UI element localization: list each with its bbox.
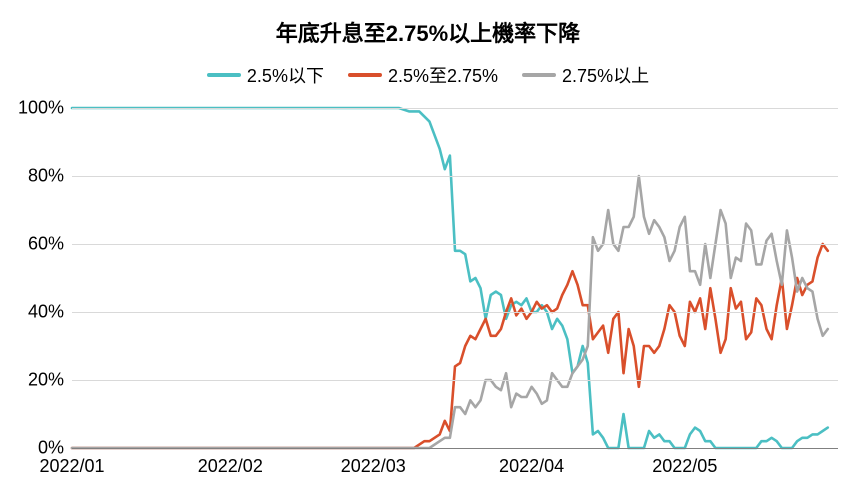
legend-swatch-0	[207, 73, 241, 77]
legend-swatch-2	[522, 73, 556, 77]
y-tick-label: 60%	[28, 234, 72, 255]
series-svg	[72, 108, 838, 448]
y-tick-label: 20%	[28, 370, 72, 391]
plot-area: 0%20%40%60%80%100%2022/012022/022022/032…	[72, 108, 838, 448]
gridline-y	[72, 108, 838, 109]
series-line	[72, 108, 828, 448]
x-tick-label: 2022/04	[499, 448, 564, 477]
y-tick-label: 100%	[18, 98, 72, 119]
legend-item-1: 2.5%至2.75%	[348, 62, 498, 88]
x-tick-label: 2022/03	[341, 448, 406, 477]
probability-line-chart: 年底升息至2.75%以上機率下降 2.5%以下 2.5%至2.75% 2.75%…	[0, 0, 856, 502]
y-tick-label: 40%	[28, 302, 72, 323]
x-tick-label: 2022/05	[652, 448, 717, 477]
legend-swatch-1	[348, 73, 382, 77]
gridline-y	[72, 448, 838, 449]
legend: 2.5%以下 2.5%至2.75% 2.75%以上	[0, 62, 856, 88]
gridline-y	[72, 312, 838, 313]
legend-item-0: 2.5%以下	[207, 62, 324, 88]
x-tick-label: 2022/01	[39, 448, 104, 477]
legend-label-1: 2.5%至2.75%	[388, 62, 498, 88]
gridline-y	[72, 380, 838, 381]
legend-label-2: 2.75%以上	[562, 62, 649, 88]
x-tick-label: 2022/02	[198, 448, 263, 477]
gridline-y	[72, 176, 838, 177]
gridline-y	[72, 244, 838, 245]
series-line	[72, 244, 828, 448]
legend-label-0: 2.5%以下	[247, 62, 324, 88]
chart-title: 年底升息至2.75%以上機率下降	[0, 16, 856, 48]
y-tick-label: 80%	[28, 166, 72, 187]
legend-item-2: 2.75%以上	[522, 62, 649, 88]
